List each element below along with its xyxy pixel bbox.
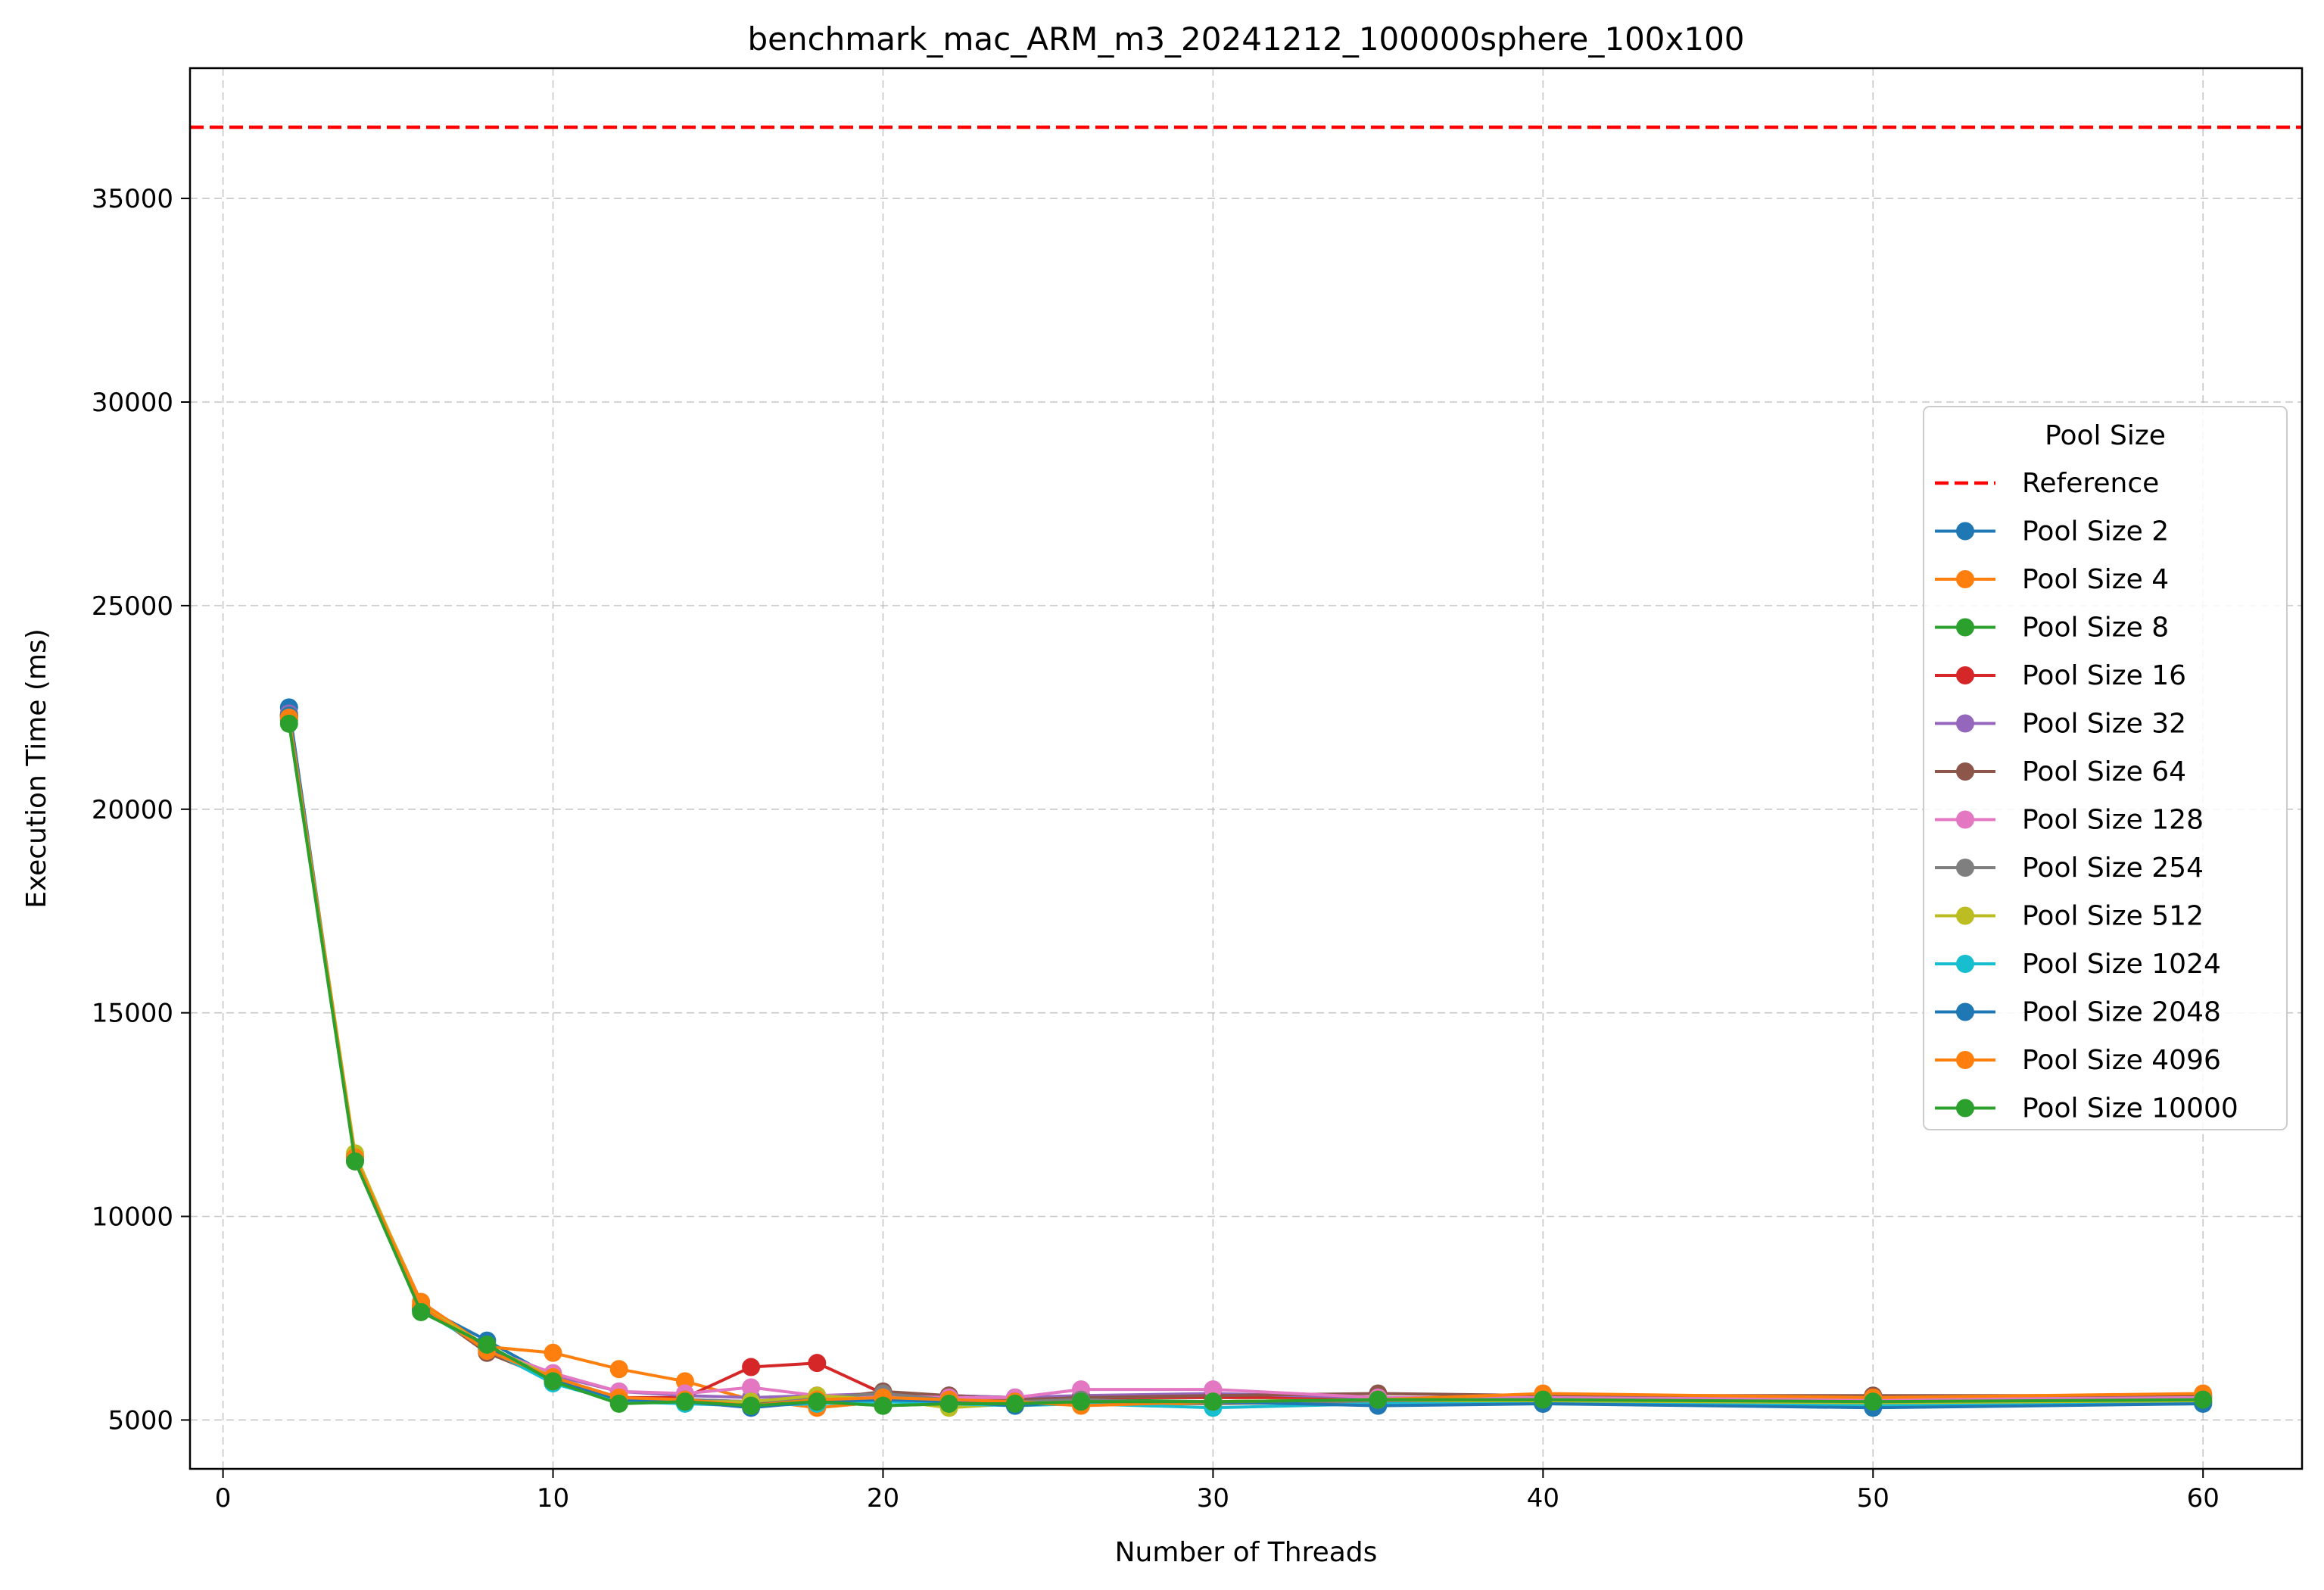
y-tick-label: 35000	[92, 184, 173, 214]
y-axis-label: Execution Time (ms)	[21, 628, 52, 909]
legend-entry-label: Pool Size 16	[2022, 660, 2186, 691]
legend-swatch-marker	[1956, 762, 1974, 781]
legend-frame	[1923, 406, 2288, 1130]
legend-swatch-marker	[1956, 810, 1974, 829]
x-tick-label: 40	[1527, 1483, 1559, 1514]
legend-entry-label: Pool Size 4096	[2022, 1045, 2221, 1076]
data-point	[1005, 1394, 1024, 1413]
legend: Pool Size Reference Pool Size 2 Pool Size 4…	[1923, 406, 2288, 1130]
legend-entry-label: Pool Size 1024	[2022, 949, 2221, 980]
legend-entry-label: Pool Size 512	[2022, 901, 2204, 932]
legend-entry-label: Pool Size 32	[2022, 709, 2186, 740]
data-point	[345, 1152, 364, 1171]
x-tick-label: 30	[1197, 1483, 1229, 1514]
data-point	[1369, 1390, 1388, 1409]
legend-entry-label: Pool Size 2048	[2022, 997, 2221, 1028]
legend-swatch-marker	[1956, 618, 1974, 637]
data-point	[544, 1372, 562, 1391]
series-line	[287, 723, 2204, 1408]
legend-entry-label: Reference	[2022, 468, 2159, 499]
data-point	[2194, 1390, 2213, 1409]
plot-marks	[190, 125, 2302, 1417]
legend-swatch-marker	[1956, 1099, 1974, 1118]
legend-swatch-marker	[1956, 570, 1974, 588]
legend-entry-label: Pool Size 64	[2022, 756, 2186, 787]
data-point	[939, 1394, 958, 1413]
legend-swatch-marker	[1956, 522, 1974, 541]
legend-entry-label: Pool Size 254	[2022, 853, 2204, 884]
x-tick-label: 20	[867, 1483, 899, 1514]
plot-frame	[188, 67, 2304, 1470]
y-tick-label: 25000	[92, 591, 173, 622]
y-tick-label: 5000	[107, 1405, 173, 1436]
data-point	[742, 1358, 761, 1376]
legend-swatch-marker	[1956, 955, 1974, 973]
chart-title: benchmark_mac_ARM_m3_20241212_100000sphe…	[747, 20, 1744, 58]
x-axis-label: Number of Threads	[1115, 1537, 1378, 1568]
data-point	[675, 1392, 694, 1411]
legend-entry-label: Pool Size 128	[2022, 805, 2204, 836]
axes: 0 10 20 30 40 50 60 5000 10000 15000 20000 25000 300…	[92, 184, 2220, 1514]
data-point	[1072, 1392, 1091, 1411]
y-tick-label: 30000	[92, 388, 173, 418]
data-point	[1864, 1392, 1883, 1411]
data-point	[874, 1396, 893, 1415]
data-point	[1204, 1392, 1223, 1411]
legend-swatch-marker	[1956, 906, 1974, 925]
legend-swatch-marker	[1956, 859, 1974, 877]
x-tick-label: 0	[215, 1483, 232, 1514]
legend-swatch-marker	[1956, 1002, 1974, 1021]
y-tick-label: 20000	[92, 795, 173, 825]
legend-title: Pool Size	[2045, 420, 2166, 451]
data-point	[609, 1394, 628, 1413]
x-tick-label: 50	[1857, 1483, 1889, 1514]
y-tick-label: 15000	[92, 999, 173, 1029]
x-tick-label: 10	[537, 1483, 569, 1514]
data-point	[412, 1302, 431, 1321]
legend-swatch-marker	[1956, 714, 1974, 733]
legend-swatch-marker	[1956, 1051, 1974, 1069]
data-point	[808, 1392, 827, 1411]
x-tick-label: 60	[2187, 1483, 2220, 1514]
legend-swatch-marker	[1956, 666, 1974, 684]
data-point	[1534, 1390, 1553, 1409]
data-point	[742, 1396, 761, 1415]
data-point	[279, 714, 298, 733]
data-point	[478, 1335, 497, 1354]
y-tick-label: 10000	[92, 1202, 173, 1233]
data-point	[808, 1354, 827, 1373]
data-point	[544, 1343, 562, 1362]
data-point	[742, 1378, 761, 1397]
data-point	[609, 1360, 628, 1379]
legend-entry-label: Pool Size 2	[2022, 516, 2169, 547]
legend-entry-label: Pool Size 8	[2022, 613, 2169, 644]
legend-entry-label: Pool Size 10000	[2022, 1093, 2238, 1124]
legend-entry-label: Pool Size 4	[2022, 564, 2169, 595]
